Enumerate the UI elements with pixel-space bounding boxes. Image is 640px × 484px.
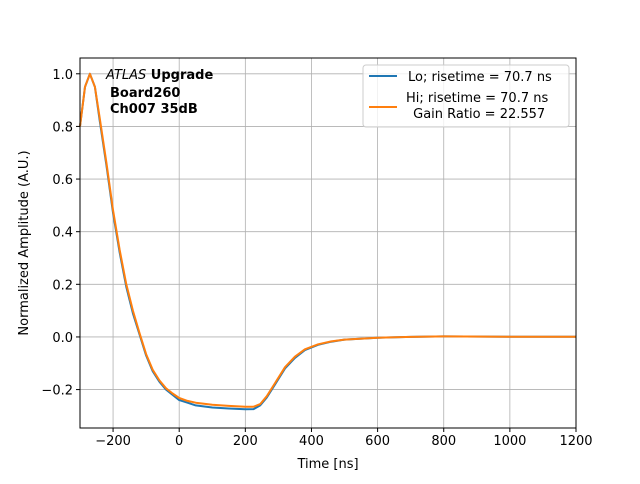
y-tick-label: −0.2: [41, 384, 73, 399]
atlas-annotation: ATLAS Upgrade Board260 Ch007 35dB: [105, 68, 213, 117]
ticks: −200 0 200 400 600 800 1000 1200 −0.2 0.0 0.2 0.4 0.…: [41, 68, 592, 449]
annotation-atlas: ATLAS: [105, 68, 146, 83]
plot-frame: [79, 57, 577, 429]
annotation-upgrade: Upgrade: [146, 68, 213, 83]
x-tick-label: 0: [175, 434, 183, 449]
legend: Lo; risetime = 70.7 ns Hi; risetime = 70…: [362, 64, 570, 128]
y-tick-label: 0.8: [52, 120, 73, 135]
legend-label-hi-line2: Gain Ratio = 22.557: [409, 107, 545, 122]
series-lines: [79, 72, 576, 411]
x-tick-label: 800: [431, 434, 456, 449]
y-tick-label: 0.6: [52, 173, 73, 188]
x-tick-label: 200: [233, 434, 258, 449]
legend-label-hi-line1: Hi; risetime = 70.7 ns: [406, 91, 548, 106]
x-tick-label: 400: [299, 434, 324, 449]
y-tick-label: 0.4: [52, 226, 73, 241]
x-tick-label: 600: [365, 434, 390, 449]
x-tick-label: 1200: [559, 434, 592, 449]
y-tick-label: 0.2: [52, 278, 73, 293]
x-tick-label: −200: [95, 434, 131, 449]
y-tick-label: 0.0: [52, 331, 73, 346]
legend-box: [362, 64, 570, 128]
annotation-channel: Ch007 35dB: [110, 102, 198, 117]
y-tick-label: 1.0: [52, 68, 73, 83]
series-line-1: [79, 72, 576, 408]
annotation-board: Board260: [110, 86, 180, 101]
x-tick-label: 1000: [493, 434, 526, 449]
legend-label-lo: Lo; risetime = 70.7 ns: [408, 70, 552, 85]
y-axis-label: Normalized Amplitude (A.U.): [17, 150, 32, 335]
svg-text:ATLAS Upgrade: ATLAS Upgrade: [105, 68, 213, 83]
x-axis-label: Time [ns]: [296, 457, 358, 472]
